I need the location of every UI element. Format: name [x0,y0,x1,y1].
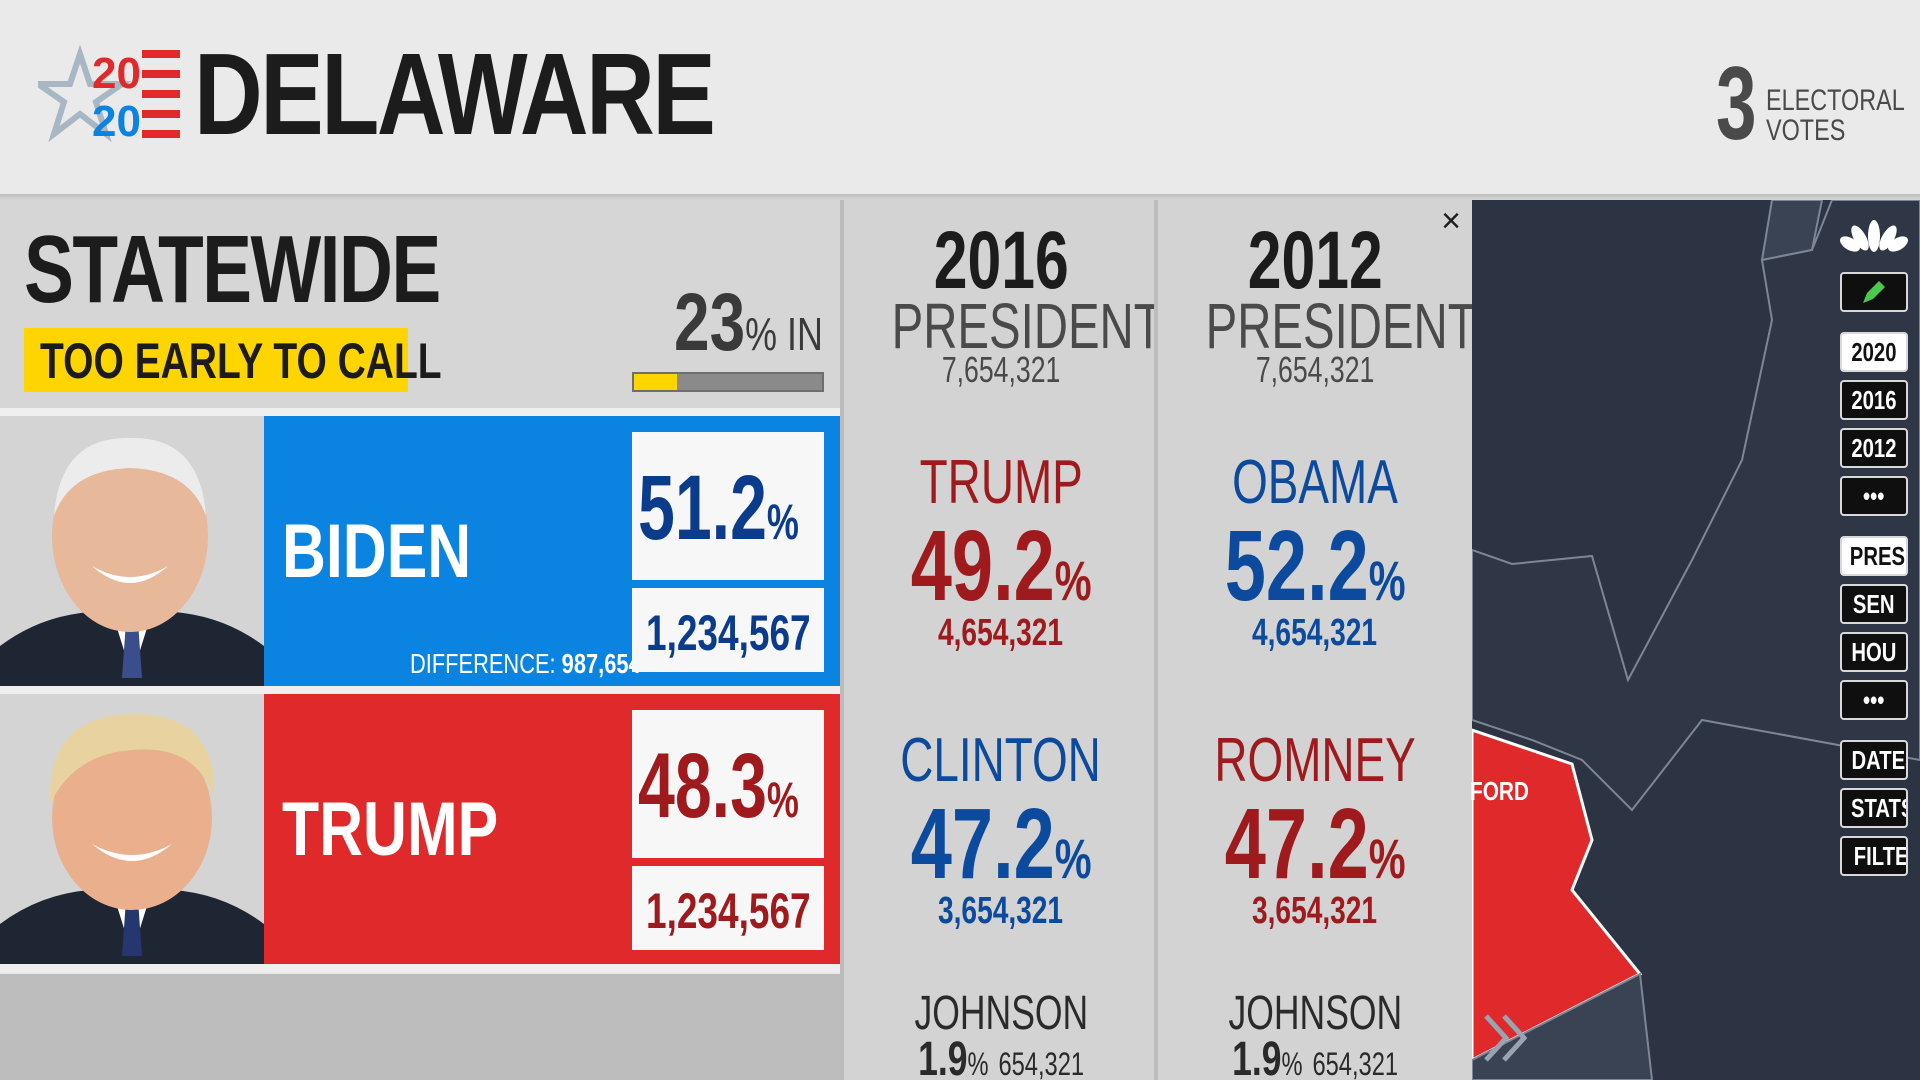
county-label: FORD [1470,776,1529,806]
candidate-name: TRUMP [282,787,499,872]
stats-button[interactable]: STATS [1840,788,1908,828]
candidate-photo-biden [0,416,264,686]
candidate-votes-box: 1,234,567 [632,588,824,672]
past-candidate-percent: 47.2% [910,788,1092,900]
race-button-pres[interactable]: PRES [1840,536,1908,576]
past-candidate-votes: 4,654,321 [1252,612,1378,654]
past-candidate-votes: 3,654,321 [938,890,1064,932]
past-total-votes: 7,654,321 [1255,349,1375,390]
past-office: PRESIDENT [1205,290,1477,362]
row-separator [0,964,1472,972]
past-office: PRESIDENT [891,290,1163,362]
past-candidate-name: ROMNEY [1214,726,1416,795]
candidate-photo-trump [0,694,264,964]
candidate-percent-box: 51.2% [632,432,824,580]
double-chevron-icon[interactable] [1480,1010,1536,1066]
race-button-hou[interactable]: HOU [1840,632,1908,672]
race-button-sen[interactable]: SEN [1840,584,1908,624]
column-divider [840,200,844,1080]
empty-row [0,974,840,1080]
past-candidate-percent: 47.2% [1224,788,1406,900]
past-race-column-2016[interactable]: 2016 PRESIDENT 7,654,321 TRUMP 49.2% 4,6… [844,200,1163,1080]
state-title: DELAWARE [194,29,716,159]
election-2020-logo: 20 20 [38,44,180,144]
past-race-column-2012[interactable]: 2012 PRESIDENT 7,654,321 OBAMA 52.2% 4,6… [1158,200,1477,1080]
year-button-2012[interactable]: 2012 [1840,428,1908,468]
svg-text:20: 20 [92,97,141,144]
past-candidate-percent: 52.2% [1224,510,1406,622]
electoral-votes-label: ELECTORAL VOTES [1766,84,1905,147]
electoral-votes-count: 3 [1716,46,1757,162]
percent-reporting: 23% IN [674,277,823,368]
more-races-button[interactable]: ••• [1840,680,1908,720]
race-status-badge: TOO EARLY TO CALL [24,328,442,392]
row-separator [0,408,1472,416]
candidate-row-biden[interactable]: BIDEN DIFFERENCE: 987,654 51.2% 1,234,56… [264,416,840,686]
past-candidate-votes: 4,654,321 [938,612,1064,654]
star-icon [38,44,132,143]
row-separator [0,686,1472,694]
candidate-percent-box: 48.3% [632,710,824,858]
pencil-icon [1863,281,1885,303]
past-third-name: JOHNSON [914,987,1088,1040]
column-divider [1154,200,1158,1080]
year-button-2016[interactable]: 2016 [1840,380,1908,420]
filters-button[interactable]: FILTERS [1840,836,1908,876]
past-candidate-percent: 49.2% [910,510,1092,622]
past-third-result: 1.9% 654,321 [918,1033,1084,1080]
vote-difference: DIFFERENCE: 987,654 [410,648,641,679]
candidate-row-trump[interactable]: TRUMP 48.3% 1,234,567 [264,694,840,964]
race-title: STATEWIDE [24,216,441,323]
past-candidate-name: OBAMA [1232,448,1398,517]
close-icon[interactable]: × [1441,202,1461,240]
past-candidate-votes: 3,654,321 [1252,890,1378,932]
header [0,0,1920,196]
candidate-name: BIDEN [282,509,472,594]
reporting-progress-bar [632,372,824,392]
svg-text:20: 20 [92,49,141,98]
past-third-result: 1.9% 654,321 [1232,1033,1398,1080]
edit-button[interactable] [1840,272,1908,312]
reporting-progress-fill [634,374,678,390]
past-third-name: JOHNSON [1228,987,1402,1040]
past-year: 2012 [1247,215,1383,306]
header-divider [0,194,1920,202]
more-years-button[interactable]: ••• [1840,476,1908,516]
past-candidate-name: TRUMP [919,448,1083,517]
nbc-peacock-icon [1840,220,1908,252]
past-candidate-name: CLINTON [900,726,1102,795]
past-total-votes: 7,654,321 [941,349,1061,390]
past-year: 2016 [933,215,1069,306]
candidate-votes-box: 1,234,567 [632,866,824,950]
year-button-2020[interactable]: 2020 [1840,332,1908,372]
